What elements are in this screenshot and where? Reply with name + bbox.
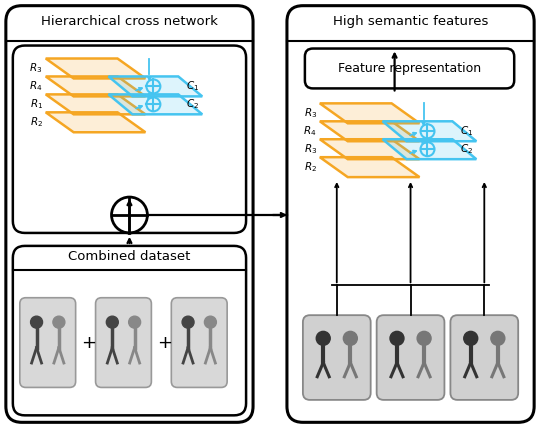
- FancyBboxPatch shape: [96, 298, 151, 387]
- Polygon shape: [320, 157, 420, 177]
- FancyBboxPatch shape: [6, 6, 253, 422]
- Circle shape: [316, 331, 330, 345]
- Circle shape: [53, 316, 65, 328]
- Text: Hierarchical cross network: Hierarchical cross network: [41, 15, 218, 28]
- Text: $R_2$: $R_2$: [30, 116, 43, 129]
- Circle shape: [182, 316, 194, 328]
- Polygon shape: [109, 77, 202, 96]
- Text: $C_2$: $C_2$: [461, 143, 474, 156]
- FancyBboxPatch shape: [13, 246, 246, 415]
- Polygon shape: [109, 95, 202, 114]
- Text: +: +: [81, 333, 96, 351]
- Text: $R_4$: $R_4$: [303, 125, 317, 138]
- Text: $C_1$: $C_1$: [186, 80, 199, 93]
- Polygon shape: [46, 112, 145, 132]
- FancyBboxPatch shape: [171, 298, 227, 387]
- Text: $R_3$: $R_3$: [303, 107, 317, 120]
- Text: $R_3$: $R_3$: [303, 143, 317, 156]
- Text: $C_2$: $C_2$: [186, 98, 199, 111]
- Polygon shape: [320, 103, 420, 123]
- Text: $R_3$: $R_3$: [30, 62, 43, 75]
- Text: Combined dataset: Combined dataset: [68, 250, 191, 263]
- Text: $R_4$: $R_4$: [29, 80, 43, 93]
- Circle shape: [491, 331, 505, 345]
- FancyBboxPatch shape: [450, 315, 518, 400]
- Text: $R_1$: $R_1$: [30, 98, 43, 111]
- FancyBboxPatch shape: [305, 48, 514, 89]
- Polygon shape: [383, 139, 476, 159]
- Circle shape: [31, 316, 43, 328]
- FancyBboxPatch shape: [287, 6, 534, 422]
- Polygon shape: [46, 77, 145, 96]
- Text: Feature representation: Feature representation: [338, 62, 481, 75]
- Polygon shape: [46, 59, 145, 78]
- Circle shape: [464, 331, 478, 345]
- Polygon shape: [383, 121, 476, 141]
- Polygon shape: [320, 139, 420, 159]
- Circle shape: [129, 316, 140, 328]
- Circle shape: [390, 331, 404, 345]
- Text: +: +: [157, 333, 172, 351]
- Polygon shape: [320, 121, 420, 141]
- Circle shape: [106, 316, 118, 328]
- Text: High semantic features: High semantic features: [333, 15, 488, 28]
- Circle shape: [343, 331, 357, 345]
- FancyBboxPatch shape: [20, 298, 76, 387]
- FancyBboxPatch shape: [377, 315, 444, 400]
- Circle shape: [417, 331, 431, 345]
- FancyBboxPatch shape: [13, 45, 246, 233]
- FancyBboxPatch shape: [303, 315, 370, 400]
- Polygon shape: [46, 95, 145, 114]
- Circle shape: [205, 316, 217, 328]
- Text: $R_2$: $R_2$: [304, 160, 317, 174]
- Text: $C_1$: $C_1$: [461, 125, 474, 138]
